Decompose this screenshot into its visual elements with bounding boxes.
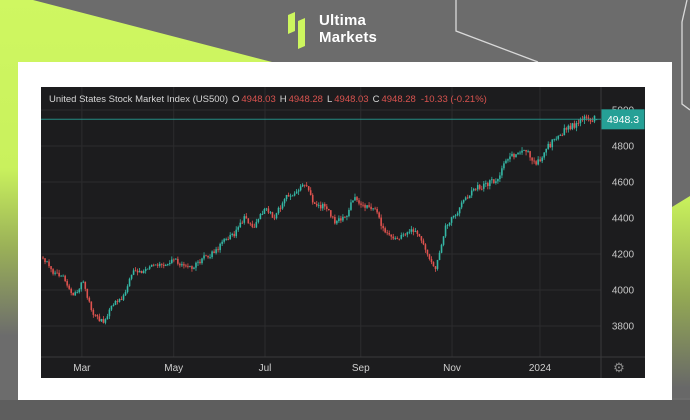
gear-icon[interactable]: ⚙ bbox=[613, 360, 625, 375]
svg-text:4800: 4800 bbox=[612, 142, 635, 153]
open-value: 4948.03 bbox=[241, 94, 276, 105]
low-label: L bbox=[326, 94, 333, 105]
svg-text:May: May bbox=[164, 363, 183, 374]
close-label: C bbox=[372, 94, 380, 105]
high-value: 4948.28 bbox=[288, 94, 323, 105]
last-price-tag: 4948.3 bbox=[601, 109, 645, 130]
svg-text:Nov: Nov bbox=[443, 363, 461, 374]
brand-name-line1: Ultima bbox=[319, 12, 367, 29]
chart-panel[interactable]: United States Stock Market Index (US500)… bbox=[41, 87, 645, 378]
bottom-band bbox=[0, 400, 690, 420]
lime-wedge-left bbox=[0, 0, 272, 400]
chart-legend: United States Stock Market Index (US500)… bbox=[49, 94, 487, 105]
svg-text:4400: 4400 bbox=[612, 214, 635, 225]
candlestick-chart[interactable]: 5000480046004400420040003800MarMayJulSep… bbox=[41, 87, 645, 378]
outline-shape-right bbox=[681, 0, 690, 111]
high-label: H bbox=[279, 94, 287, 105]
svg-text:Sep: Sep bbox=[352, 363, 370, 374]
svg-text:Jul: Jul bbox=[259, 363, 272, 374]
time-axis[interactable]: Mar May Jul Sep Nov 2024 bbox=[73, 363, 551, 374]
price-axis[interactable]: 5000480046004400420040003800 bbox=[612, 106, 635, 333]
brand-logo: Ultima Markets bbox=[288, 12, 377, 50]
svg-text:2024: 2024 bbox=[529, 363, 552, 374]
svg-text:4200: 4200 bbox=[612, 250, 635, 261]
axis-lines bbox=[41, 87, 645, 378]
brand-name-line2: Markets bbox=[319, 29, 378, 46]
brand-name: Ultima Markets bbox=[319, 12, 377, 46]
svg-text:4600: 4600 bbox=[612, 178, 635, 189]
candles-series bbox=[42, 114, 598, 325]
close-value: 4948.28 bbox=[381, 94, 416, 105]
ultima-logo-icon bbox=[288, 12, 305, 49]
lime-wedge-right bbox=[672, 196, 690, 398]
svg-text:3800: 3800 bbox=[612, 322, 635, 333]
change-value: -10.33 (-0.21%) bbox=[420, 94, 487, 105]
grid-lines bbox=[41, 87, 601, 357]
low-value: 4948.03 bbox=[334, 94, 369, 105]
open-label: O bbox=[232, 94, 240, 105]
outline-shape-left bbox=[455, 0, 539, 63]
svg-text:4948.3: 4948.3 bbox=[607, 114, 639, 126]
svg-text:Mar: Mar bbox=[73, 363, 91, 374]
symbol-title: United States Stock Market Index (US500) bbox=[49, 94, 228, 105]
chart-card: United States Stock Market Index (US500)… bbox=[18, 62, 672, 400]
svg-text:4000: 4000 bbox=[612, 286, 635, 297]
